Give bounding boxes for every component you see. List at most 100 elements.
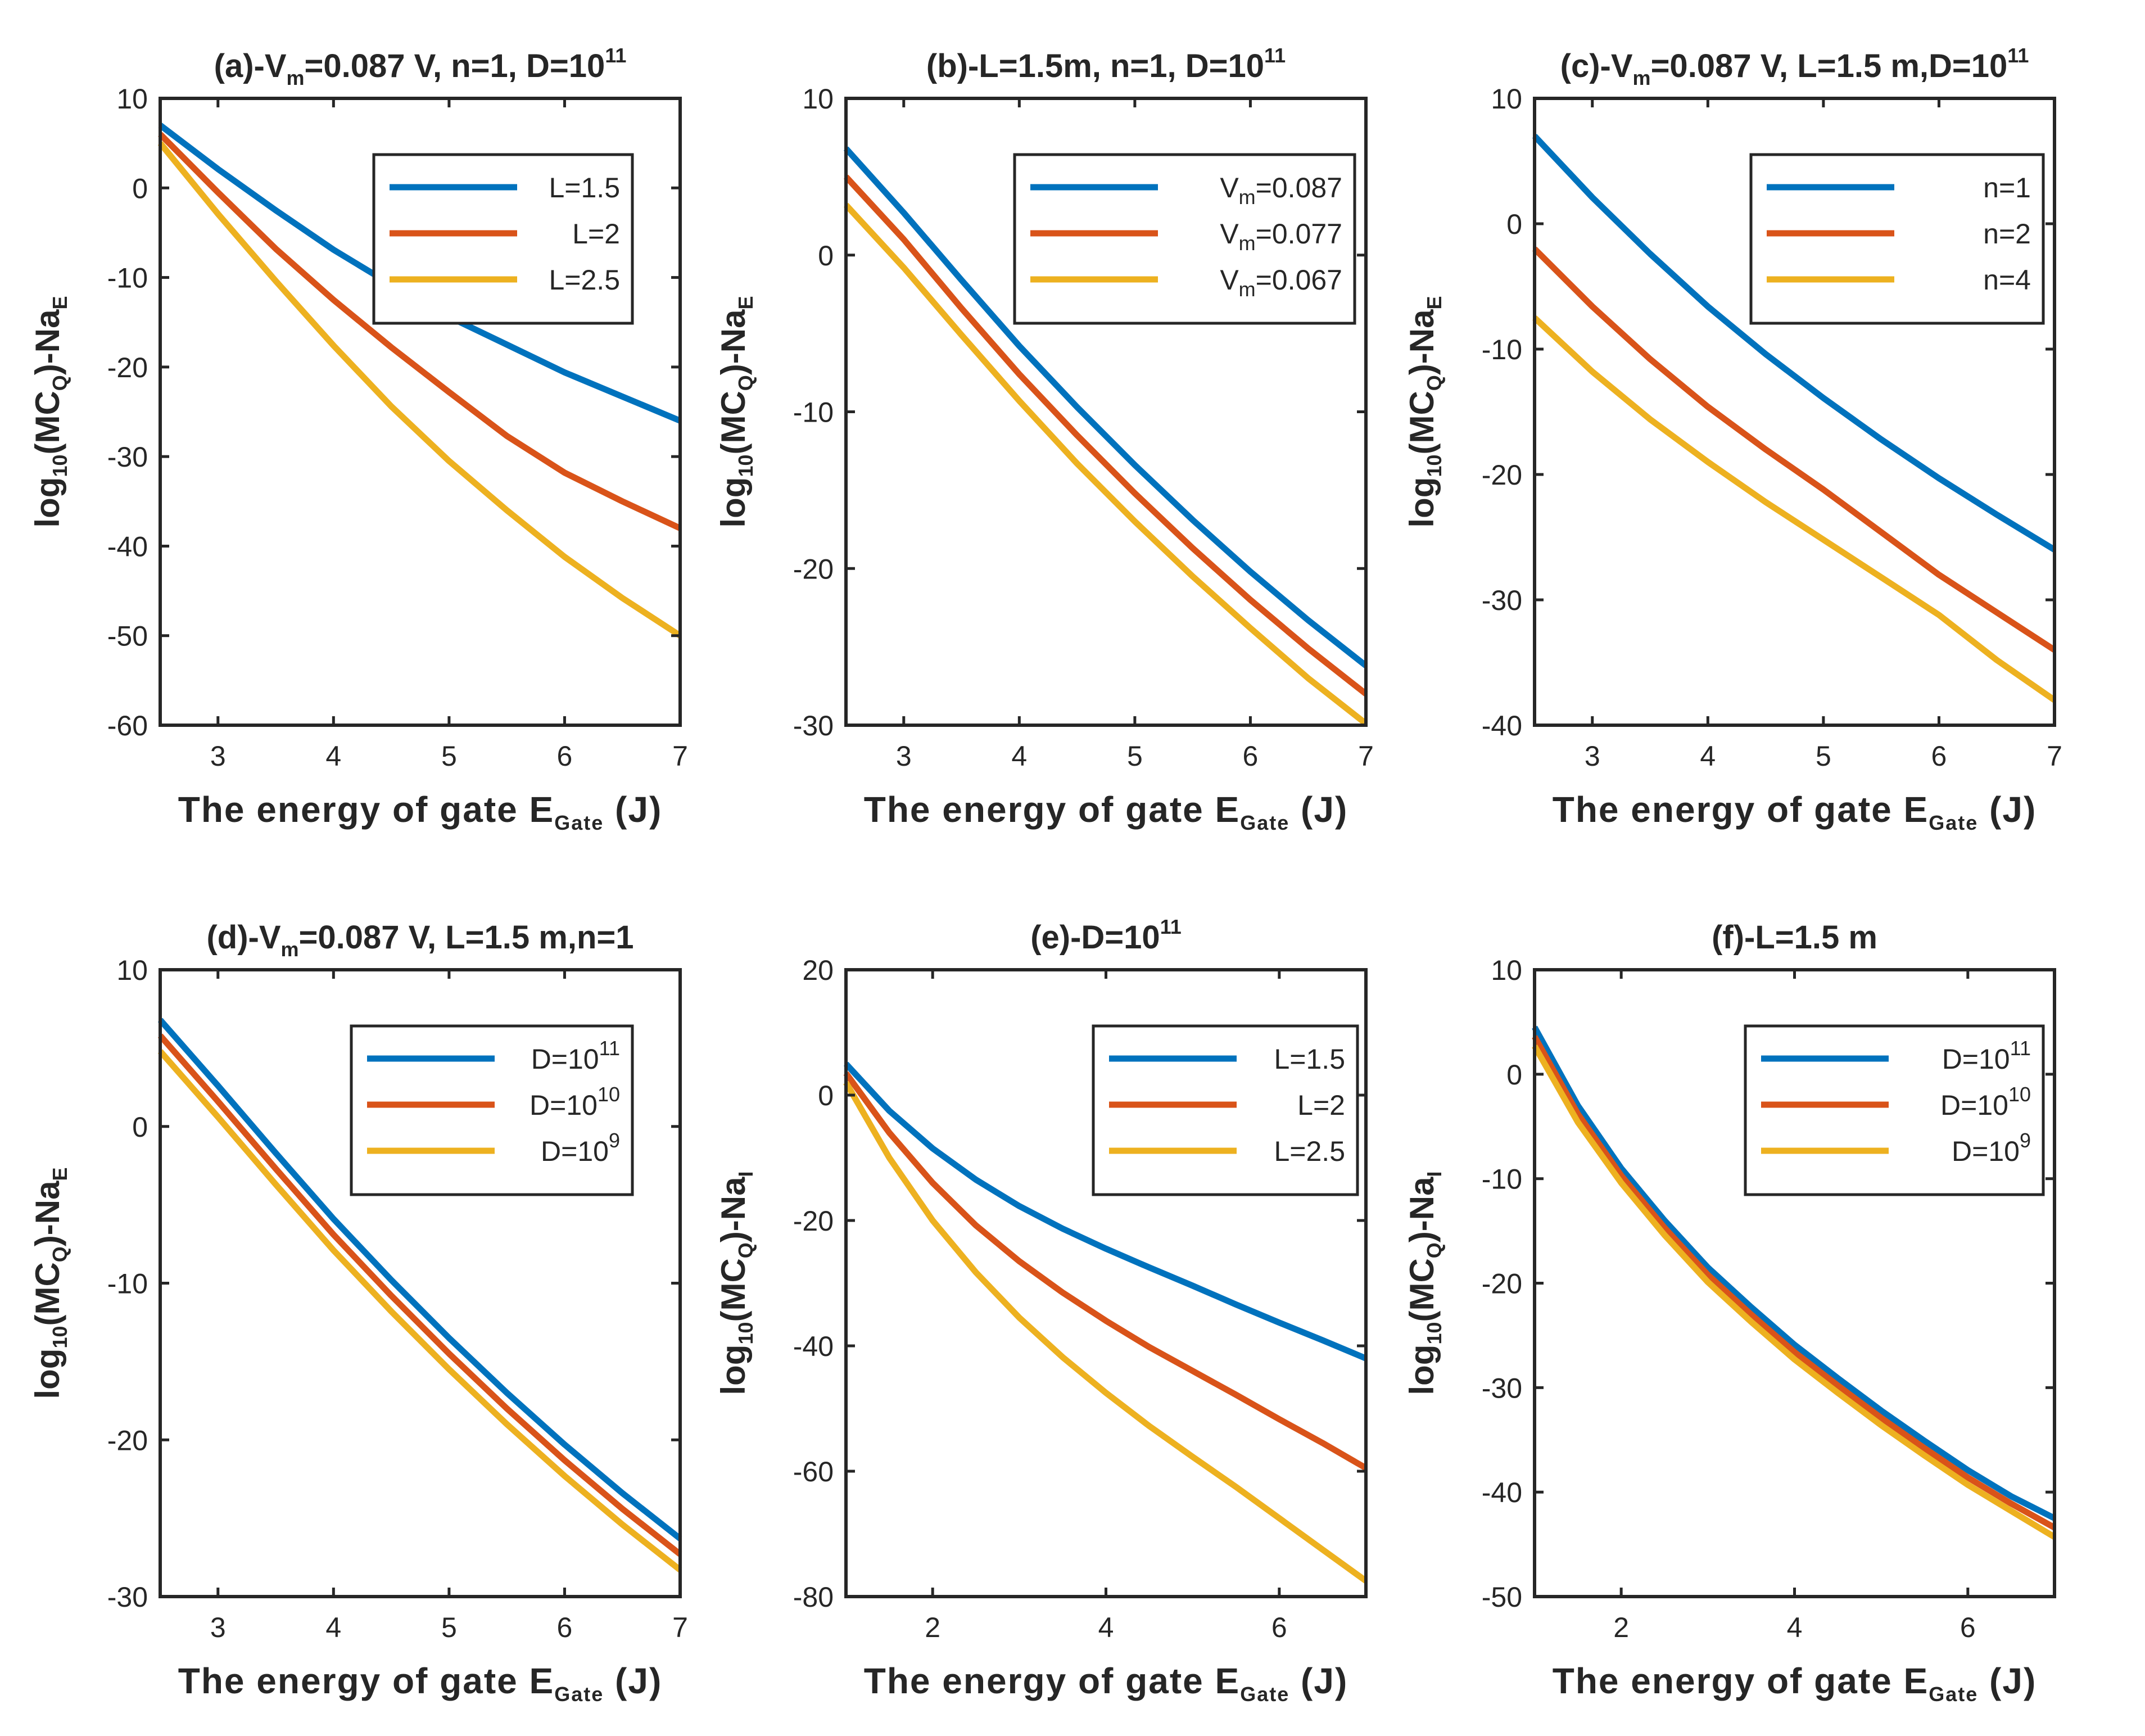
y-tick-label: -30 (1482, 1372, 1522, 1404)
series-line-2 (158, 132, 682, 531)
x-tick-label: 4 (325, 740, 341, 772)
x-axis-label: The energy of gate EGate (J) (178, 789, 663, 834)
axes-box (159, 97, 682, 727)
x-tick-label: 6 (557, 1612, 573, 1643)
panel-b: (b)-L=1.5m, n=1, D=1011 3 4 5 6 7 10 0 -10 -20 -30… (714, 44, 1374, 834)
legend-box (1744, 1024, 2045, 1196)
series-line-2 (1532, 1035, 2056, 1531)
legend-label-2: Vm=0.077 (1220, 218, 1342, 255)
series-line-3 (1532, 315, 2057, 703)
panel-e: (e)-D=1011 2 4 6 20 0 -20 -40 -60 -80 The energy o… (714, 915, 1368, 1706)
chart-title: (f)-L=1.5 m (1712, 919, 1877, 956)
x-tick-label: 5 (1127, 740, 1143, 772)
y-axis-label: log10(MCQ)-NaE (1403, 296, 1446, 527)
y-tick-label: -80 (793, 1581, 834, 1613)
panel-c: (c)-Vm=0.087 V, L=1.5 m,D=1011 3 4 5 6 7 10 0 -1… (1403, 44, 2062, 834)
y-tick-label: 0 (818, 240, 834, 272)
chart-title: (d)-Vm=0.087 V, L=1.5 m,n=1 (206, 919, 633, 961)
x-tick-label: 4 (1098, 1612, 1114, 1643)
series-line-1 (1532, 134, 2056, 553)
chart-title: (e)-D=1011 (1030, 915, 1182, 956)
y-tick-label: -60 (793, 1456, 834, 1488)
legend-label-2: L=2 (572, 218, 620, 250)
legend-label-2: L=2 (1297, 1089, 1345, 1121)
x-axis-label: The energy of gate EGate (J) (864, 789, 1348, 834)
legend-label-3: D=109 (541, 1129, 620, 1167)
legend-label-1: L=1.5 (549, 172, 620, 204)
legend-label-1: L=1.5 (1274, 1043, 1345, 1075)
x-tick-label: 6 (1243, 740, 1259, 772)
x-tick-label: 7 (672, 1612, 688, 1643)
y-tick-label: 0 (1506, 1059, 1522, 1091)
series-line-3 (157, 1049, 682, 1572)
legend-label-1: n=1 (1983, 172, 2031, 204)
x-tick-label: 5 (441, 1612, 457, 1643)
legend-label-2: n=2 (1983, 218, 2031, 250)
x-tick-label: 2 (1613, 1612, 1629, 1643)
legend-label-2: D=1010 (1940, 1083, 2031, 1121)
x-tick-label: 4 (325, 1612, 341, 1643)
legend-label-3: n=4 (1983, 264, 2031, 296)
y-tick-label: -40 (793, 1331, 834, 1362)
y-tick-label: 0 (1506, 209, 1522, 240)
legend-box (350, 1024, 634, 1196)
legend-box (1013, 153, 1356, 325)
series-line-3 (1532, 1044, 2056, 1540)
y-axis-label: log10(MCQ)-NaE (29, 296, 71, 527)
legend-label-3: L=2.5 (549, 264, 620, 296)
series-line-1 (157, 1018, 682, 1541)
y-tick-label: -20 (1482, 459, 1522, 491)
y-tick-label: -30 (107, 1581, 148, 1613)
x-tick-label: 3 (1585, 740, 1600, 772)
y-tick-label: -40 (1482, 1477, 1522, 1508)
series-line-2 (843, 174, 1368, 697)
x-tick-label: 6 (1960, 1612, 1976, 1643)
y-tick-label: -20 (793, 1205, 834, 1237)
legend: L=1.5 L=2 L=2.5 (372, 153, 634, 325)
x-tick-label: 2 (925, 1612, 940, 1643)
y-tick-label: 20 (802, 955, 834, 986)
y-tick-label: -20 (1482, 1268, 1522, 1300)
y-axis-label: log10(MCQ)-NaE (714, 296, 757, 527)
x-tick-label: 6 (1931, 740, 1947, 772)
legend: D=1011 D=1010 D=109 (1744, 1024, 2045, 1196)
legend-label-1: D=1011 (1942, 1037, 2031, 1075)
y-axis-label: log10(MCQ)-NaI (1403, 1171, 1446, 1395)
y-tick-label: -30 (107, 441, 148, 473)
axes-box (1533, 97, 2056, 727)
y-tick-label: -40 (107, 531, 148, 562)
y-axis-label: log10(MCQ)-NaI (714, 1171, 757, 1395)
panel-f: (f)-L=1.5 m 2 4 6 10 0 -10 -20 -30 -40 -50 The ener… (1403, 919, 2056, 1706)
y-tick-label: -30 (793, 710, 834, 742)
x-tick-label: 7 (1358, 740, 1374, 772)
series-line-2 (157, 1033, 682, 1557)
x-tick-label: 4 (1011, 740, 1027, 772)
series-line-1 (843, 146, 1368, 668)
y-tick-label: 10 (802, 83, 834, 115)
legend: D=1011 D=1010 D=109 (350, 1024, 634, 1196)
x-tick-label: 6 (1271, 1612, 1287, 1643)
y-tick-label: -60 (107, 710, 148, 742)
x-tick-label: 5 (441, 740, 457, 772)
y-tick-label: -10 (107, 1268, 148, 1300)
y-tick-label: -30 (1482, 585, 1522, 616)
y-tick-label: -40 (1482, 710, 1522, 742)
chart-title: (b)-L=1.5m, n=1, D=1011 (926, 44, 1286, 84)
legend-label-1: Vm=0.087 (1220, 172, 1342, 209)
y-tick-label: -10 (107, 263, 148, 294)
y-tick-label: 10 (116, 83, 148, 115)
legend: n=1 n=2 n=4 (1749, 153, 2045, 325)
y-tick-label: -20 (107, 352, 148, 383)
x-tick-label: 3 (896, 740, 912, 772)
y-axis-label: log10(MCQ)-NaE (29, 1167, 71, 1399)
series-line-3 (157, 141, 682, 639)
chart-title: (a)-Vm=0.087 V, n=1, D=1011 (214, 44, 627, 89)
y-tick-label: -10 (1482, 1164, 1522, 1195)
series-line-3 (843, 1081, 1368, 1584)
x-tick-label: 4 (1700, 740, 1716, 772)
y-tick-label: 10 (116, 955, 148, 986)
series-line-1 (843, 1061, 1368, 1362)
y-tick-label: 0 (132, 1111, 148, 1143)
y-tick-label: -20 (107, 1425, 148, 1456)
x-axis-label: The energy of gate EGate (J) (178, 1661, 663, 1706)
